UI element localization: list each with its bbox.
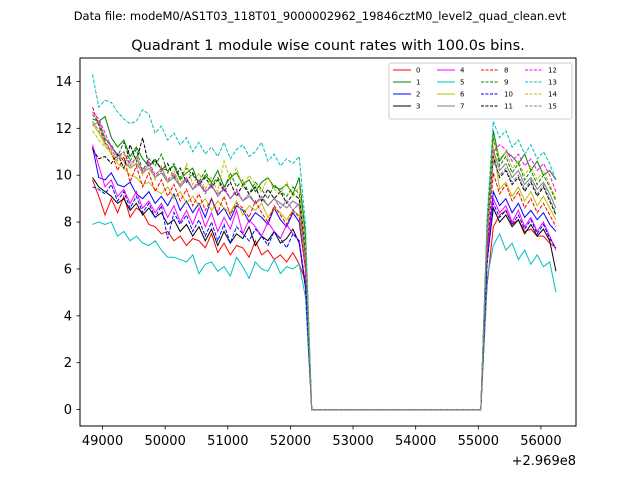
legend-label-7: 7 <box>460 103 464 111</box>
x-tick-label: 52000 <box>270 434 311 449</box>
chart-title: Quadrant 1 module wise count rates with … <box>131 38 525 54</box>
x-tick-label: 51000 <box>207 434 248 449</box>
legend-label-4: 4 <box>460 67 465 75</box>
series-layer <box>92 74 557 411</box>
y-tick-label: 10 <box>55 169 72 184</box>
legend-label-15: 15 <box>548 103 557 111</box>
x-tick-label: 55000 <box>458 434 499 449</box>
x-offset-label: +2.969e8 <box>512 454 576 469</box>
legend-label-12: 12 <box>548 67 557 75</box>
y-axis: 0 2 4 6 8 10 12 14 <box>55 75 80 418</box>
legend-label-2: 2 <box>416 91 420 99</box>
legend-label-10: 10 <box>504 91 513 99</box>
y-tick-label: 4 <box>64 309 72 324</box>
legend-label-14: 14 <box>548 91 557 99</box>
y-tick-label: 12 <box>55 122 72 137</box>
series-line-15 <box>92 121 557 411</box>
legend-label-6: 6 <box>460 91 465 99</box>
legend-label-9: 9 <box>504 79 508 87</box>
axes-frame <box>79 57 577 427</box>
x-tick-label: 54000 <box>395 434 436 449</box>
y-tick-label: 14 <box>55 75 72 90</box>
x-tick-label: 49000 <box>82 434 123 449</box>
x-axis: 49000 50000 51000 52000 53000 54000 55000 56000 <box>82 426 562 449</box>
data-file-label: Data file: modeM0/AS1T03_118T01_90000029… <box>74 9 567 23</box>
y-tick-label: 2 <box>64 356 72 371</box>
legend-label-8: 8 <box>504 67 508 75</box>
legend-label-1: 1 <box>416 79 420 87</box>
legend-label-3: 3 <box>416 103 420 111</box>
x-tick-label: 50000 <box>144 434 185 449</box>
y-tick-label: 0 <box>64 403 72 418</box>
y-tick-label: 6 <box>64 262 72 277</box>
legend-label-0: 0 <box>416 67 420 75</box>
legend-label-13: 13 <box>548 79 557 87</box>
legend-label-11: 11 <box>504 103 513 111</box>
legend-box <box>388 62 573 120</box>
legend-label-5: 5 <box>460 79 464 87</box>
y-tick-label: 8 <box>64 216 72 231</box>
x-tick-label: 53000 <box>332 434 373 449</box>
x-tick-label: 56000 <box>520 434 561 449</box>
